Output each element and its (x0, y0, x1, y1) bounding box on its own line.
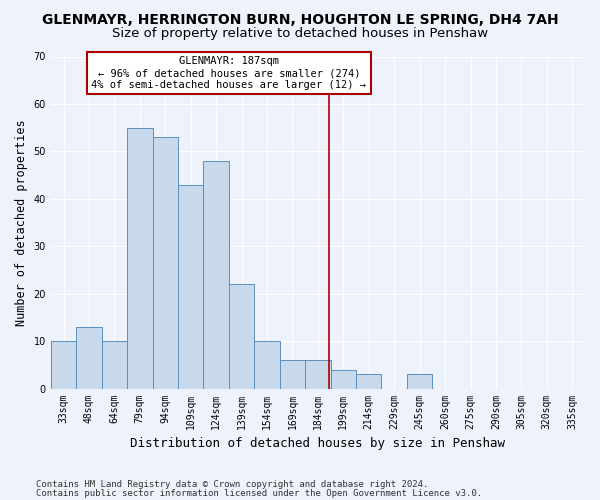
Bar (127, 128, 152, 388)
Y-axis label: Number of detached properties: Number of detached properties (15, 119, 28, 326)
Bar (356, 374, 382, 388)
Text: GLENMAYR: 187sqm
← 96% of detached houses are smaller (274)
4% of semi-detached : GLENMAYR: 187sqm ← 96% of detached house… (91, 56, 367, 90)
Bar (254, 341, 280, 388)
Bar (280, 360, 305, 388)
Bar (101, 341, 127, 388)
Text: Contains HM Land Registry data © Crown copyright and database right 2024.: Contains HM Land Registry data © Crown c… (36, 480, 428, 489)
Bar (152, 137, 178, 388)
Bar (203, 161, 229, 388)
Bar (76, 327, 101, 388)
Text: Size of property relative to detached houses in Penshaw: Size of property relative to detached ho… (112, 28, 488, 40)
X-axis label: Distribution of detached houses by size in Penshaw: Distribution of detached houses by size … (130, 437, 505, 450)
Bar (51, 341, 76, 388)
Bar (229, 284, 254, 389)
Bar (407, 374, 433, 388)
Bar (178, 184, 203, 388)
Text: GLENMAYR, HERRINGTON BURN, HOUGHTON LE SPRING, DH4 7AH: GLENMAYR, HERRINGTON BURN, HOUGHTON LE S… (41, 12, 559, 26)
Bar (331, 370, 356, 388)
Text: Contains public sector information licensed under the Open Government Licence v3: Contains public sector information licen… (36, 488, 482, 498)
Bar (305, 360, 331, 388)
